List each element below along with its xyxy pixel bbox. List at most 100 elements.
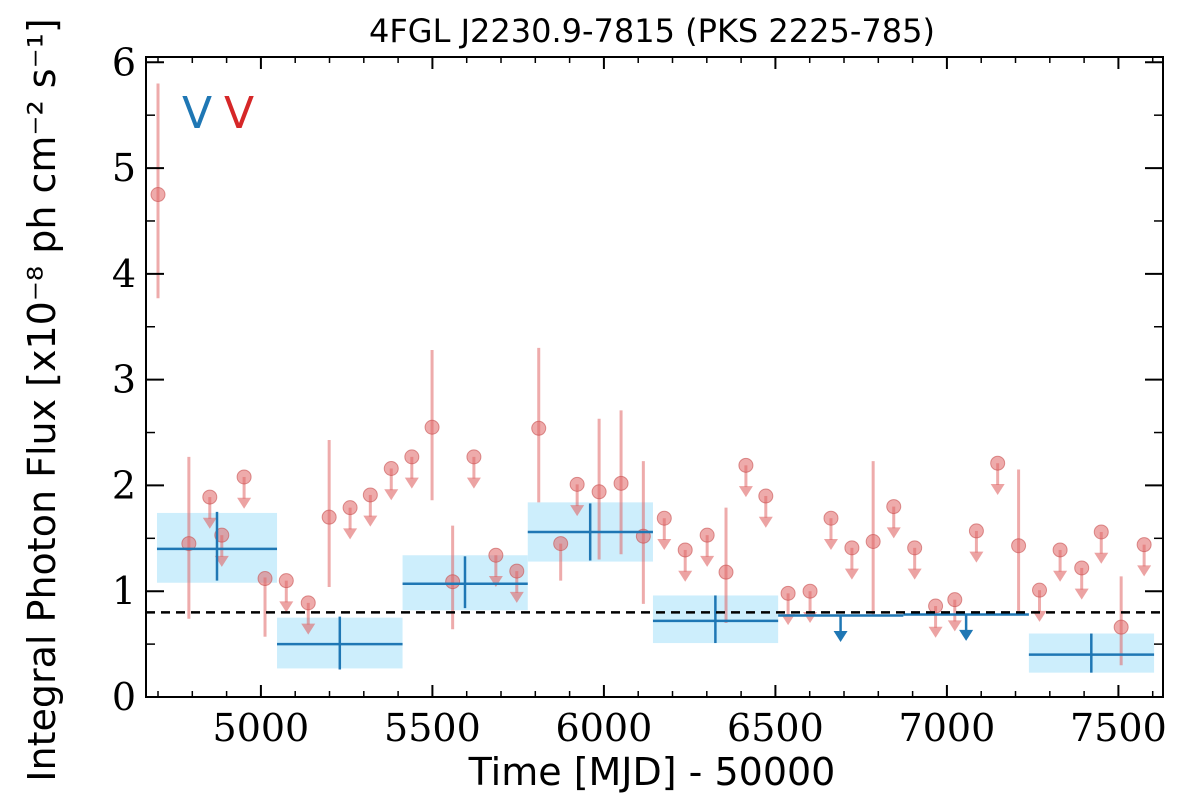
monthly-ul-point [823,510,839,526]
legend-entry-binned: V [182,88,212,139]
monthly-ul-point [699,527,715,543]
monthly-ul-arrow [657,538,672,550]
monthly-ul-point [509,563,525,579]
y-tick-label: 2 [112,463,136,507]
y-tick-label: 0 [112,675,136,719]
monthly-point [613,475,629,491]
monthly-ul-arrow [907,568,922,580]
monthly-ul-arrow [1053,570,1068,582]
monthly-point [591,484,607,500]
monthly-point [865,533,881,549]
monthly-ul-point [907,540,923,556]
x-tick-label: 7500 [1070,706,1167,750]
monthly-point [531,420,547,436]
monthly-ul-point [362,487,378,503]
monthly-ul-point [300,595,316,611]
bin-ul-arrow [833,630,848,642]
monthly-ul-point [968,523,984,539]
monthly-ul-point [488,547,504,563]
monthly-ul-arrow [928,626,943,638]
monthly-ul-arrow [1074,588,1089,600]
monthly-ul-point [1052,542,1068,558]
monthly-ul-point [802,583,818,599]
monthly-ul-point [342,500,358,516]
monthly-ul-point [758,488,774,504]
x-tick-label: 7000 [899,706,996,750]
legend-entry-monthly: V [224,88,254,139]
x-tick-label: 6500 [727,706,824,750]
monthly-ul-point [780,585,796,601]
monthly-ul-arrow [301,623,316,635]
y-tick-label: 5 [112,146,136,190]
bin-ul-arrow [959,629,974,641]
y-tick-label: 1 [112,569,136,613]
monthly-ul-arrow [969,551,984,563]
monthly-ul-arrow [570,505,585,517]
x-axis-label: Time [MJD] - 50000 [468,750,836,794]
monthly-ul-point [383,461,399,477]
axes: 5000 5500 6000 6500 7000 7500 0 1 2 3 4 5 6 [112,40,1167,750]
monthly-ul-point [990,455,1006,471]
plot-frame [145,56,1164,698]
monthly-point [181,536,197,552]
monthly-ul-point [214,527,230,543]
monthly-ul-arrow [947,620,962,632]
monthly-point [150,187,166,203]
monthly-ul-arrow [758,516,773,528]
monthly-ul-arrow [823,538,838,550]
y-tick-label: 4 [112,252,136,296]
monthly-ul-arrow [738,486,753,498]
monthly-ul-point [844,540,860,556]
monthly-point [445,574,461,590]
monthly-ul-arrow [509,591,524,603]
monthly-ul-point [236,469,252,485]
monthly-ul-point [569,476,585,492]
monthly-ul-point [1074,560,1090,576]
monthly-ul-point [928,598,944,614]
x-tick-label: 6000 [556,706,653,750]
monthly-ul-point [738,457,754,473]
monthly-ul-arrow [844,568,859,580]
monthly-ul-point [202,489,218,505]
monthly-ul-arrow [1094,552,1109,564]
monthly-ul-arrow [700,555,715,567]
binned-series [156,503,1155,673]
monthly-ul-arrow [363,515,378,527]
monthly-ul-arrow [1137,565,1152,577]
y-tick-label: 6 [112,40,136,84]
monthly-point [1113,619,1129,635]
bin-bands [156,502,1155,673]
y-axis-label: Integral Photon Flux [x10⁻⁸ ph cm⁻² s⁻¹] [20,18,64,781]
monthly-ul-arrow [214,555,229,567]
monthly-ul-arrow [237,497,252,509]
monthly-point [257,571,273,587]
monthly-ul-point [1032,582,1048,598]
monthly-ul-arrow [384,489,399,501]
monthly-ul-arrow [488,575,503,587]
monthly-point [553,536,569,552]
chart-title: 4FGL J2230.9-7815 (PKS 2225-785) [369,12,935,50]
x-tick-label: 5000 [213,706,310,750]
monthly-ul-point [1093,524,1109,540]
y-tick-label: 3 [112,358,136,402]
monthly-point [1011,538,1027,554]
monthly-point [424,419,440,435]
monthly-ul-point [886,499,902,515]
monthly-ul-point [656,510,672,526]
monthly-ul-point [677,542,693,558]
monthly-ul-arrow [279,601,294,613]
monthly-ul-arrow [343,528,358,540]
monthly-ul-arrow [990,483,1005,495]
monthly-ul-arrow [202,517,217,529]
monthly-ul-point [947,592,963,608]
x-tick-label: 5500 [384,706,481,750]
monthly-ul-arrow [781,614,796,626]
monthly-ul-arrow [678,570,693,582]
monthly-ul-point [278,573,294,589]
monthly-point [718,564,734,580]
monthly-series [150,83,1152,666]
monthly-ul-point [1136,537,1152,553]
monthly-ul-arrow [466,477,481,489]
